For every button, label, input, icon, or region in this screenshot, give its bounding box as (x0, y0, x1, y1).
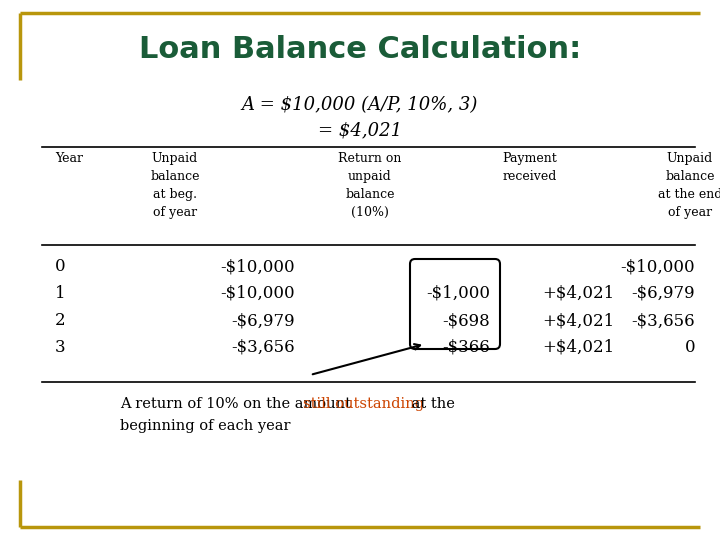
Text: beginning of each year: beginning of each year (120, 419, 290, 433)
Text: at the: at the (407, 397, 454, 411)
Text: -$10,000: -$10,000 (220, 258, 295, 275)
Text: 3: 3 (55, 339, 66, 356)
Text: -$698: -$698 (442, 312, 490, 329)
Text: -$6,979: -$6,979 (231, 312, 295, 329)
Text: +$4,021: +$4,021 (543, 312, 615, 329)
Text: Year: Year (55, 152, 83, 165)
Text: +$4,021: +$4,021 (543, 285, 615, 302)
Text: 1: 1 (55, 285, 66, 302)
Text: -$1,000: -$1,000 (426, 285, 490, 302)
Text: Unpaid
balance
at the end
of year: Unpaid balance at the end of year (658, 152, 720, 219)
Text: A return of 10% on the amount: A return of 10% on the amount (120, 397, 356, 411)
Text: -$366: -$366 (442, 339, 490, 356)
Text: -$6,979: -$6,979 (631, 285, 695, 302)
Text: 0: 0 (685, 339, 695, 356)
Text: still outstanding: still outstanding (303, 397, 424, 411)
Text: 2: 2 (55, 312, 66, 329)
Text: -$10,000: -$10,000 (621, 258, 695, 275)
Text: Loan Balance Calculation:: Loan Balance Calculation: (139, 36, 581, 64)
Text: -$3,656: -$3,656 (631, 312, 695, 329)
Text: -$3,656: -$3,656 (231, 339, 295, 356)
Text: Unpaid
balance
at beg.
of year: Unpaid balance at beg. of year (150, 152, 199, 219)
Text: A = $10,000 (A/P, 10%, 3): A = $10,000 (A/P, 10%, 3) (242, 96, 478, 114)
Text: Payment
received: Payment received (503, 152, 557, 183)
Text: 0: 0 (55, 258, 66, 275)
Text: +$4,021: +$4,021 (543, 339, 615, 356)
Text: = $4,021: = $4,021 (318, 121, 402, 139)
Text: -$10,000: -$10,000 (220, 285, 295, 302)
Text: Return on
unpaid
balance
(10%): Return on unpaid balance (10%) (338, 152, 402, 219)
